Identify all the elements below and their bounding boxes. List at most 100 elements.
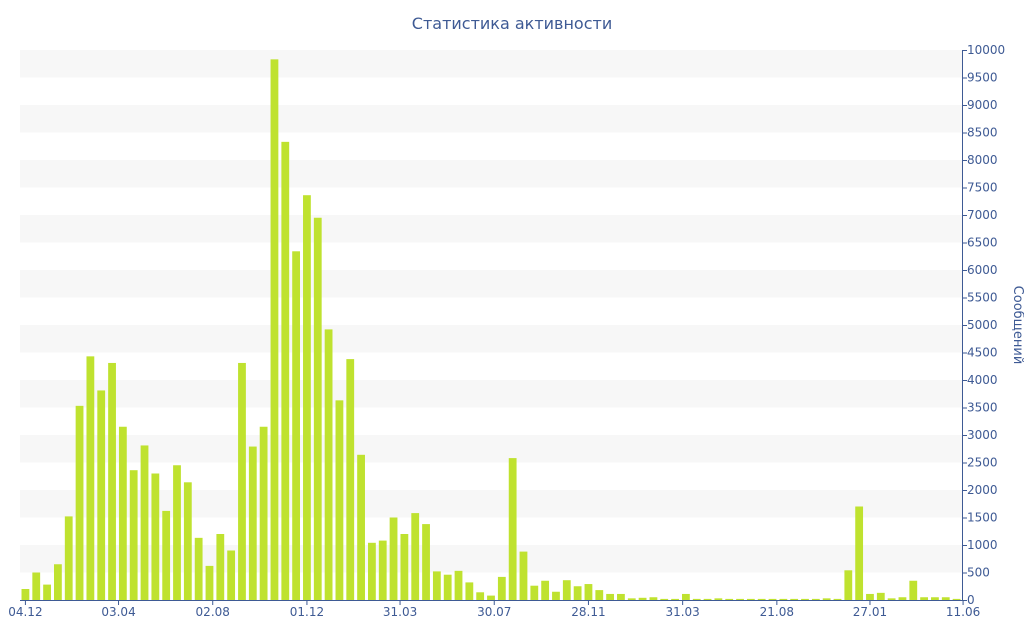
bar xyxy=(584,584,593,600)
bar xyxy=(779,598,788,600)
bar xyxy=(465,582,474,600)
bar xyxy=(454,570,463,600)
bar xyxy=(378,540,387,600)
x-tick-label: 31.03 xyxy=(665,605,699,619)
y-tick-label: 5000 xyxy=(967,318,998,332)
bar xyxy=(118,426,127,600)
bar xyxy=(844,570,853,600)
bar xyxy=(43,584,51,600)
bar xyxy=(108,362,116,600)
bar xyxy=(920,597,929,600)
bar xyxy=(660,598,669,600)
bar xyxy=(411,513,420,600)
bar xyxy=(313,217,322,600)
bar xyxy=(541,580,550,600)
y-tick-label: 8000 xyxy=(967,153,998,167)
bar xyxy=(508,458,517,600)
y-tick-label: 9500 xyxy=(967,71,998,85)
bar xyxy=(368,542,376,600)
bar xyxy=(595,590,604,600)
bar xyxy=(162,510,171,600)
bar xyxy=(54,564,62,600)
bar xyxy=(866,593,874,600)
bar xyxy=(281,141,290,600)
bar xyxy=(259,426,268,600)
bar xyxy=(389,517,398,600)
y-tick-label: 7000 xyxy=(967,208,998,222)
grid-band xyxy=(20,435,962,463)
grid-band xyxy=(20,490,962,518)
y-tick-label: 4000 xyxy=(967,373,998,387)
grid-band xyxy=(20,545,962,573)
grid-band xyxy=(20,325,962,353)
x-tick-label: 01.12 xyxy=(290,605,324,619)
grid-bands xyxy=(20,50,962,573)
bar xyxy=(292,251,301,601)
bar xyxy=(497,576,506,600)
bar xyxy=(21,589,30,600)
x-tick-label: 31.03 xyxy=(383,605,417,619)
bar xyxy=(97,390,106,600)
bar xyxy=(746,598,755,600)
y-tick-label: 2500 xyxy=(967,456,998,470)
bar xyxy=(335,400,344,600)
x-tick-label: 03.04 xyxy=(101,605,135,619)
y-tick-label: 3500 xyxy=(967,401,998,415)
bar xyxy=(32,572,41,600)
y-tick-label: 5500 xyxy=(967,291,998,305)
bar xyxy=(205,565,214,600)
bar xyxy=(876,592,885,600)
x-tick-label: 28.11 xyxy=(571,605,605,619)
bar xyxy=(183,482,192,600)
bar xyxy=(909,580,918,600)
grid-band xyxy=(20,50,962,78)
bar xyxy=(703,598,712,600)
chart-title: Статистика активности xyxy=(411,14,613,33)
bar xyxy=(487,595,495,600)
y-tick-label: 3000 xyxy=(967,428,998,442)
bar xyxy=(562,580,571,600)
y-tick-label: 6500 xyxy=(967,236,998,250)
bar xyxy=(725,598,734,600)
bar xyxy=(173,465,181,600)
bar xyxy=(941,597,950,600)
x-tick-label: 11.06 xyxy=(946,605,980,619)
y-tick-label: 6000 xyxy=(967,263,998,277)
y-tick-label: 7500 xyxy=(967,181,998,195)
bar xyxy=(855,506,864,600)
grid-band xyxy=(20,380,962,408)
x-tick-label: 04.12 xyxy=(8,605,42,619)
grid-band xyxy=(20,105,962,133)
y-tick-label: 9000 xyxy=(967,98,998,112)
bar xyxy=(552,591,560,600)
y-tick-label: 4500 xyxy=(967,346,998,360)
bar xyxy=(638,597,647,600)
bar xyxy=(443,574,452,600)
y-tick-label: 1500 xyxy=(967,511,998,525)
bar xyxy=(714,598,723,600)
bar xyxy=(682,593,690,600)
y-tick-label: 8500 xyxy=(967,126,998,140)
bar xyxy=(227,550,236,600)
bar xyxy=(606,593,615,600)
bar xyxy=(75,405,84,600)
bar xyxy=(270,59,279,601)
x-axis: 04.12 03.04 02.08 01.12 31.03 30.07 28.11 31.03… xyxy=(8,600,980,619)
bar xyxy=(617,593,625,600)
bar xyxy=(194,537,203,600)
bar xyxy=(140,445,149,600)
bar xyxy=(573,586,582,600)
bar xyxy=(238,362,246,600)
bar xyxy=(898,597,907,600)
bar-series xyxy=(21,59,961,601)
bar xyxy=(757,598,766,600)
bar xyxy=(346,359,355,600)
x-tick-label: 02.08 xyxy=(196,605,230,619)
bar xyxy=(627,598,636,600)
bar xyxy=(811,598,820,600)
bar xyxy=(692,598,701,600)
y-tick-label: 1000 xyxy=(967,538,998,552)
bar xyxy=(324,329,333,600)
bar xyxy=(649,597,658,600)
